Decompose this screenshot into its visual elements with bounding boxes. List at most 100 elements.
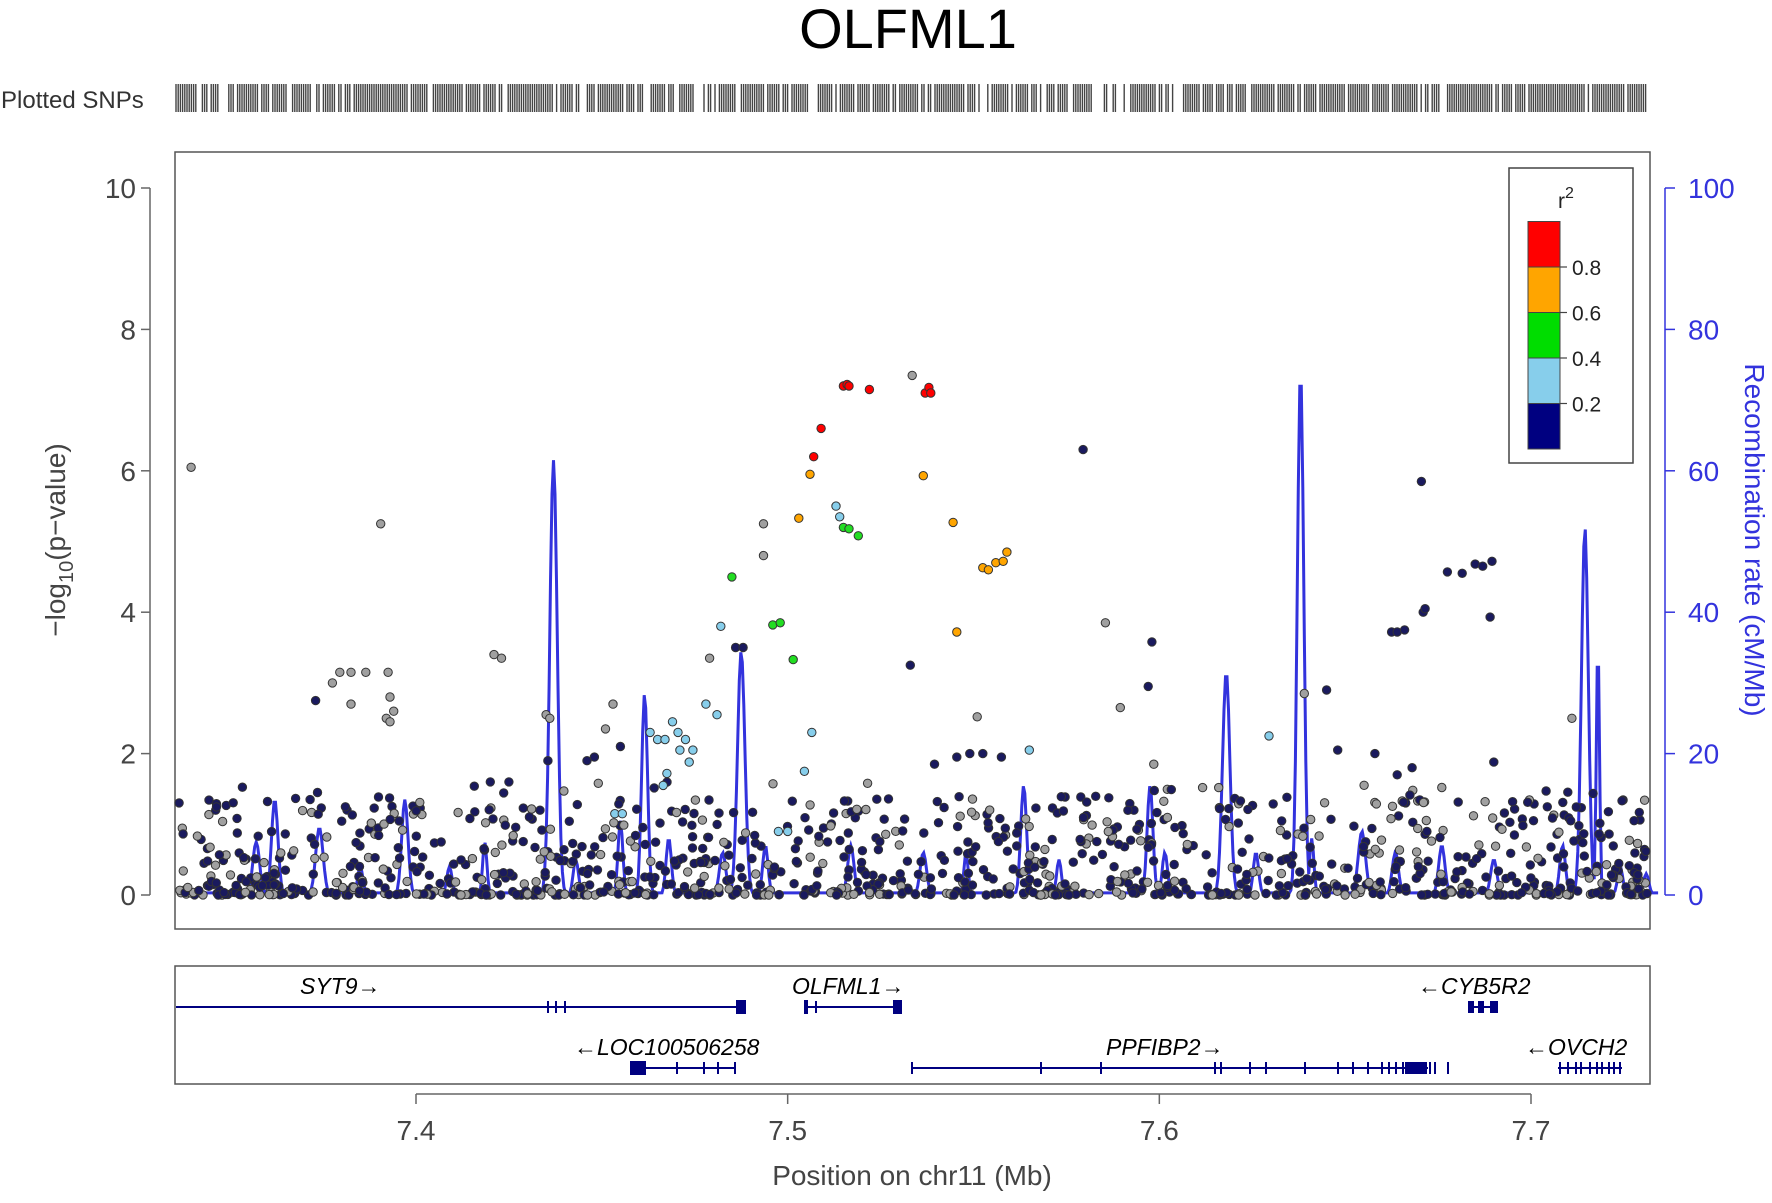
- snp-point: [465, 813, 475, 824]
- snp-point: [925, 873, 936, 883]
- snp-point: [1012, 841, 1022, 851]
- snp-point: [586, 850, 596, 860]
- snp-point: [1563, 787, 1573, 797]
- snp-point: [1156, 888, 1166, 898]
- snp-point: [671, 807, 682, 818]
- snp-point: [1526, 873, 1536, 883]
- snp-point: [1421, 815, 1432, 826]
- snp-point: [953, 846, 963, 856]
- snp-point: [884, 889, 894, 900]
- snp-point: [983, 818, 993, 828]
- snp-point: [202, 856, 213, 866]
- snp-point: [260, 873, 271, 883]
- snp-point: [1299, 823, 1309, 833]
- snp-point: [331, 877, 342, 888]
- snp-point: [310, 853, 320, 864]
- snp-point: [737, 872, 747, 883]
- r2-legend: r2 0.2 0.4 0.6 0.8: [1508, 167, 1634, 464]
- snp-point: [1306, 814, 1316, 825]
- snp-point: [310, 695, 321, 706]
- snp-point: [740, 889, 750, 899]
- snp-point: [666, 879, 676, 889]
- snp-point: [899, 814, 910, 824]
- snp-point: [738, 642, 748, 653]
- snp-point: [747, 853, 757, 864]
- snp-point: [1416, 476, 1427, 487]
- snp-point: [1281, 830, 1292, 840]
- snp-point: [727, 572, 737, 582]
- snp-point: [1250, 890, 1260, 900]
- snp-point: [1311, 889, 1322, 899]
- snp-point: [1488, 813, 1498, 823]
- snp-point: [996, 752, 1007, 762]
- snp-point: [831, 890, 842, 900]
- snp-point: [1012, 828, 1022, 838]
- snp-point: [1446, 887, 1456, 897]
- snp-point: [1578, 838, 1588, 848]
- snp-point: [370, 853, 380, 863]
- snp-point: [228, 798, 238, 808]
- snp-point: [1277, 816, 1287, 826]
- snp-points: [174, 370, 1652, 900]
- snp-point: [1064, 890, 1074, 900]
- snp-point: [623, 866, 633, 876]
- snp-point: [1169, 876, 1180, 886]
- gene-loc100506258: ←LOC100506258: [574, 1034, 760, 1075]
- main-plot-panel: [174, 151, 1651, 930]
- snp-point: [660, 734, 670, 745]
- snp-point: [1588, 788, 1598, 799]
- snp-point: [937, 868, 948, 879]
- snp-point: [1453, 797, 1463, 807]
- snp-point: [740, 828, 751, 838]
- snp-point: [1601, 860, 1612, 870]
- snp-point: [1319, 798, 1330, 808]
- snp-point: [1149, 785, 1160, 796]
- snp-point: [933, 818, 944, 828]
- snp-point: [1166, 784, 1177, 795]
- snp-point: [805, 800, 815, 810]
- snp-point: [1000, 823, 1010, 833]
- snp-point: [1333, 745, 1343, 755]
- snp-point: [376, 519, 386, 529]
- snp-point: [278, 888, 288, 899]
- snp-point: [1126, 835, 1136, 845]
- x-tick-label: 7.5: [768, 1115, 807, 1146]
- snp-point: [712, 819, 722, 830]
- snp-point: [1494, 880, 1505, 891]
- snp-point: [1056, 792, 1067, 802]
- snp-point: [719, 837, 729, 847]
- snp-point: [1114, 839, 1124, 849]
- snp-point: [436, 837, 446, 847]
- snp-point: [617, 809, 627, 819]
- snp-point: [264, 889, 274, 900]
- snp-point: [411, 831, 421, 841]
- snp-point: [1170, 822, 1180, 833]
- snp-point: [1571, 802, 1582, 812]
- legend-swatches: 0.2 0.4 0.6 0.8: [1527, 221, 1602, 450]
- snp-point: [864, 887, 875, 898]
- snp-point: [415, 797, 425, 808]
- snp-point: [1567, 713, 1577, 723]
- snp-point: [345, 861, 356, 872]
- snp-point: [952, 627, 962, 637]
- y2-tick-label: 100: [1688, 173, 1735, 204]
- snp-point: [305, 794, 315, 805]
- snp-point: [537, 825, 547, 835]
- snp-point: [1641, 846, 1651, 856]
- snp-point: [720, 861, 730, 871]
- snp-point: [1418, 797, 1429, 808]
- snp-point: [1349, 821, 1359, 831]
- snp-point: [1407, 763, 1417, 773]
- snp-point: [728, 807, 739, 818]
- snp-point: [1541, 786, 1551, 796]
- y-tick-label: 2: [120, 739, 136, 770]
- snp-point: [489, 649, 499, 660]
- y-label-main: −log: [40, 583, 71, 637]
- snp-point: [500, 820, 510, 830]
- snp-point: [355, 828, 365, 838]
- snp-point: [1008, 864, 1018, 874]
- snp-point: [978, 748, 988, 759]
- snp-point: [1282, 792, 1292, 802]
- snp-point: [535, 854, 545, 864]
